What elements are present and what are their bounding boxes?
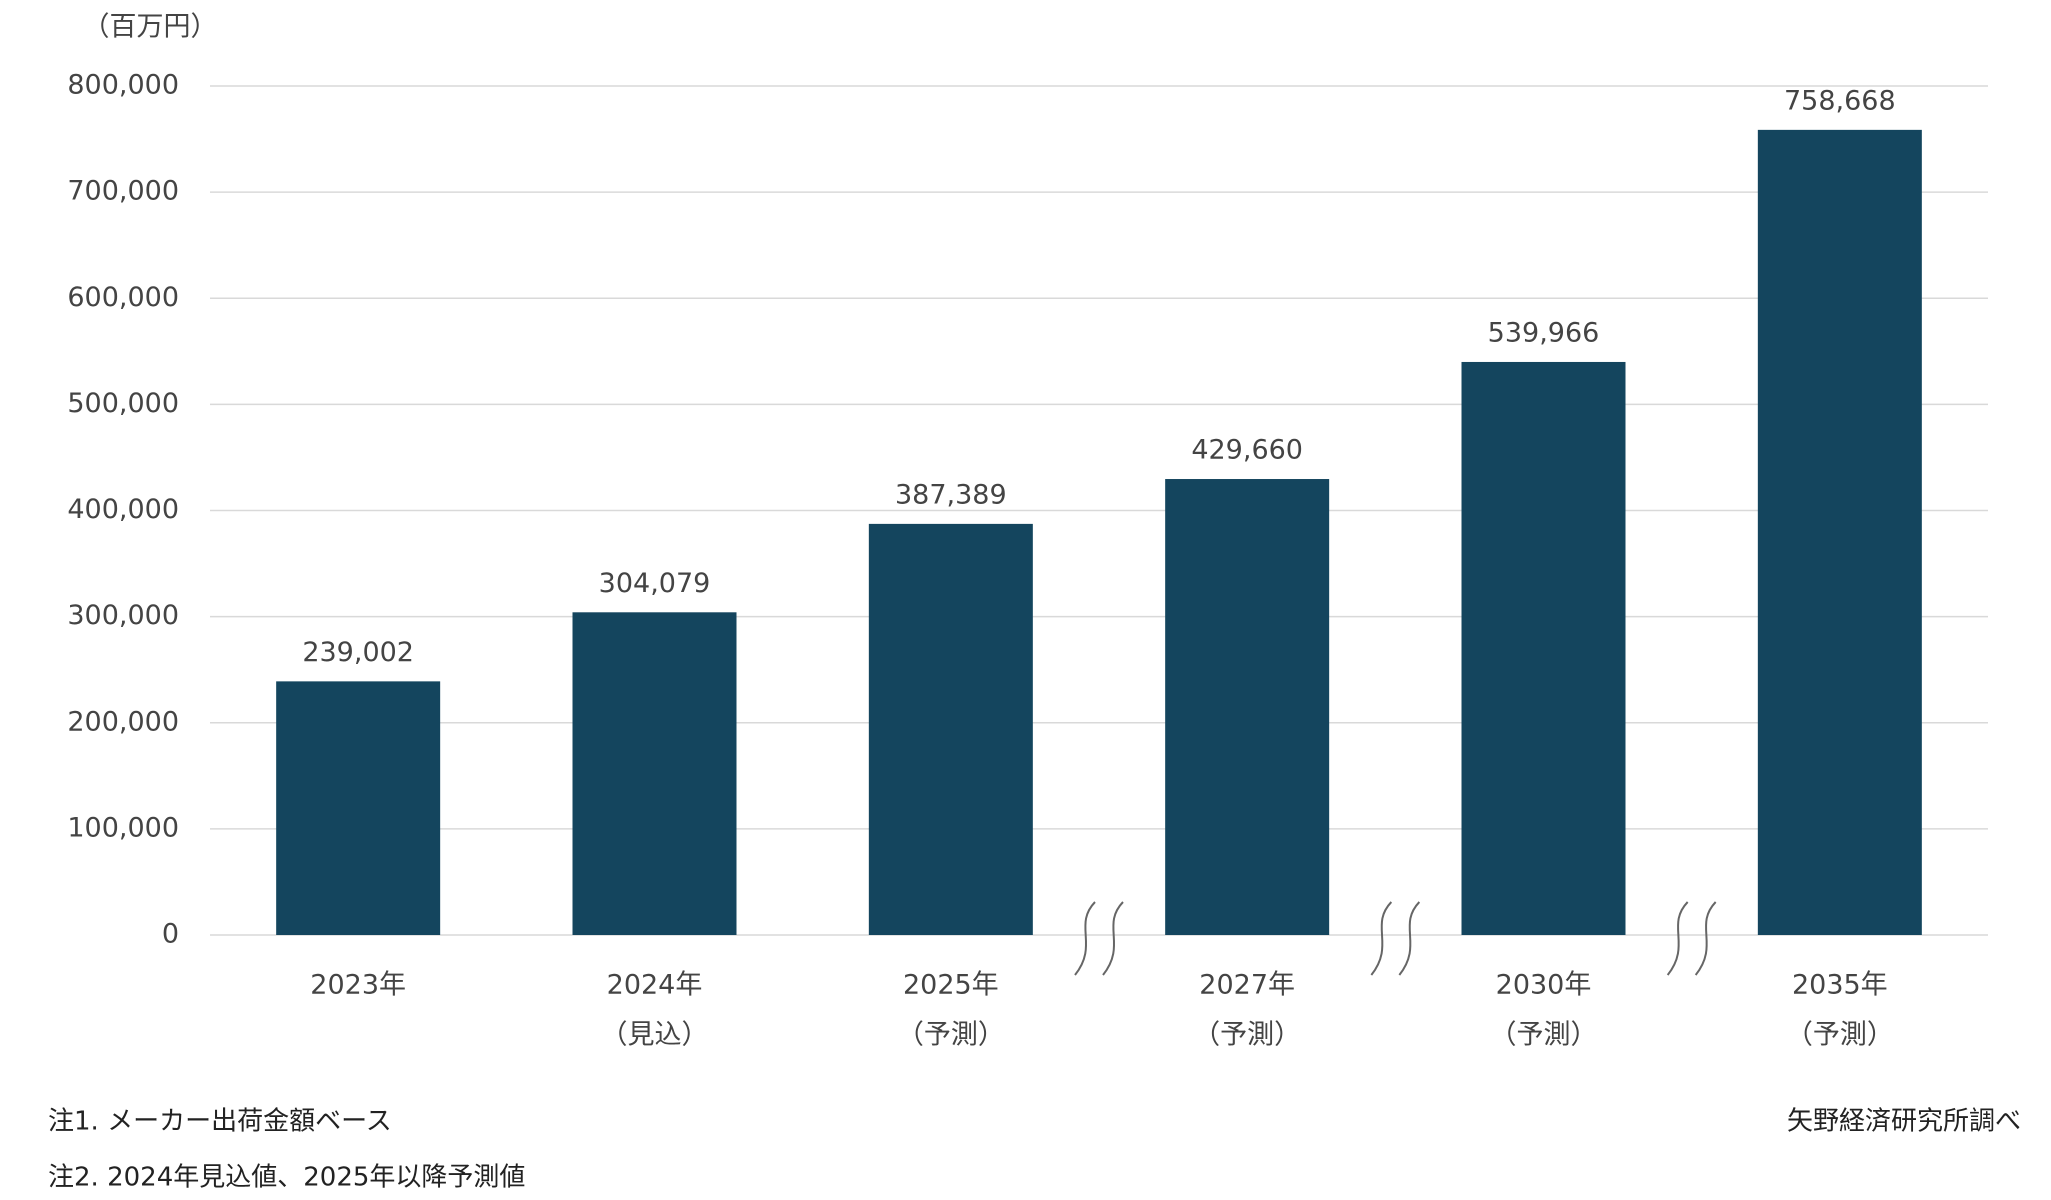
- note: 注2. 2024年見込値、2025年以降予測値: [48, 1163, 525, 1193]
- y-tick-label: 300,000: [67, 600, 179, 631]
- axis-break: [1102, 901, 1124, 976]
- x-tick-note: （予測）: [1490, 1020, 1598, 1051]
- axis-break: [1074, 901, 1096, 976]
- y-tick-label: 0: [162, 919, 179, 950]
- value-label: 539,966: [1488, 317, 1600, 348]
- value-label: 387,389: [895, 479, 1007, 510]
- y-tick-label: 800,000: [67, 70, 179, 101]
- bar: [1757, 129, 1922, 935]
- bar: [276, 681, 441, 935]
- x-tick-label: 2030年: [1496, 970, 1592, 1001]
- x-tick-label: 2035年: [1792, 970, 1888, 1001]
- x-tick-note: （予測）: [897, 1020, 1005, 1051]
- x-tick-note: （予測）: [1193, 1020, 1301, 1051]
- value-label: 239,002: [302, 637, 414, 668]
- bar: [1165, 479, 1330, 935]
- y-tick-label: 600,000: [67, 282, 179, 313]
- bar: [572, 612, 737, 935]
- y-tick-label: 400,000: [67, 494, 179, 525]
- value-label: 429,660: [1191, 435, 1303, 466]
- source: 矢野経済研究所調べ: [1787, 1107, 2021, 1137]
- x-tick-label: 2023年: [310, 970, 406, 1001]
- x-tick-label: 2025年: [903, 970, 999, 1001]
- x-tick-label: 2027年: [1199, 970, 1295, 1001]
- value-label: 304,079: [599, 568, 711, 599]
- y-tick-label: 200,000: [67, 706, 179, 737]
- y-unit: （百万円）: [83, 12, 218, 43]
- axis-break: [1694, 901, 1717, 976]
- bar: [1461, 361, 1626, 936]
- y-tick-label: 500,000: [67, 388, 179, 419]
- x-tick-note: （予測）: [1786, 1020, 1894, 1051]
- y-tick-label: 100,000: [67, 812, 179, 843]
- axis-break: [1370, 901, 1393, 976]
- note: 注1. メーカー出荷金額ベース: [48, 1107, 392, 1137]
- axis-break: [1666, 901, 1689, 976]
- y-tick-label: 700,000: [67, 176, 179, 207]
- bar: [868, 523, 1033, 935]
- axis-break: [1398, 901, 1421, 976]
- value-label: 758,668: [1784, 85, 1896, 116]
- x-tick-note: （見込）: [601, 1020, 709, 1051]
- x-tick-label: 2024年: [607, 970, 703, 1001]
